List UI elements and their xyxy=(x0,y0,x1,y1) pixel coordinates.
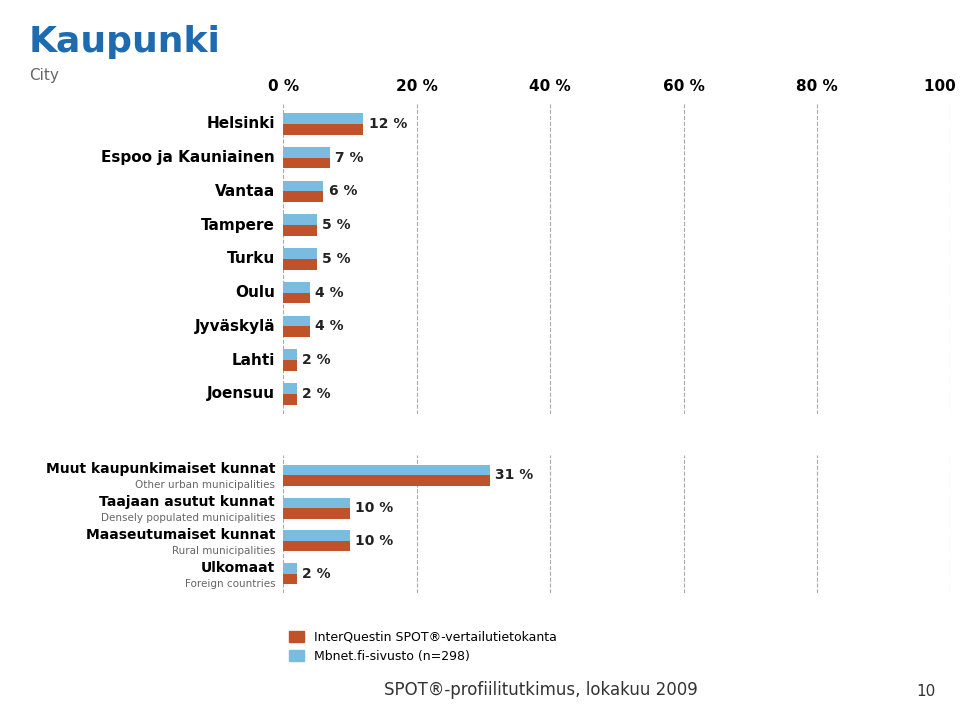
Text: Lahti: Lahti xyxy=(231,352,276,368)
Bar xyxy=(283,113,363,124)
Text: 10: 10 xyxy=(917,684,936,699)
Text: Maaseutumaiset kunnat: Maaseutumaiset kunnat xyxy=(85,528,276,542)
Text: Jyväskylä: Jyväskylä xyxy=(195,319,276,334)
Bar xyxy=(283,498,349,508)
Text: 2 %: 2 % xyxy=(301,353,330,367)
Bar xyxy=(283,181,324,192)
Text: 10 %: 10 % xyxy=(355,501,394,515)
Bar xyxy=(283,225,317,236)
Text: 2 %: 2 % xyxy=(301,567,330,581)
Bar xyxy=(283,475,490,485)
Text: Tampere: Tampere xyxy=(202,217,276,232)
Text: Other urban municipalities: Other urban municipalities xyxy=(135,480,276,490)
Text: Espoo ja Kauniainen: Espoo ja Kauniainen xyxy=(102,150,276,165)
Bar xyxy=(283,292,310,303)
Bar xyxy=(283,282,310,292)
Bar xyxy=(283,259,317,270)
Text: Taajaan asutut kunnat: Taajaan asutut kunnat xyxy=(100,495,276,509)
Bar xyxy=(283,563,297,573)
Bar xyxy=(283,326,310,337)
Bar xyxy=(283,147,330,158)
Text: 10 %: 10 % xyxy=(355,534,394,548)
Bar xyxy=(283,394,297,405)
Text: 4 %: 4 % xyxy=(315,320,344,333)
Text: 31 %: 31 % xyxy=(495,468,534,482)
Text: 4 %: 4 % xyxy=(315,285,344,300)
Text: Kaupunki: Kaupunki xyxy=(29,25,221,59)
Text: SPOT®-profiilitutkimus, lokakuu 2009: SPOT®-profiilitutkimus, lokakuu 2009 xyxy=(384,681,698,699)
Bar xyxy=(283,124,363,134)
Bar xyxy=(283,158,330,169)
Bar xyxy=(283,531,349,541)
Text: Vantaa: Vantaa xyxy=(215,184,276,199)
Text: Muut kaupunkimaiset kunnat: Muut kaupunkimaiset kunnat xyxy=(46,463,276,476)
Bar xyxy=(283,350,297,360)
Bar xyxy=(283,192,324,202)
Text: Turku: Turku xyxy=(227,252,276,267)
Text: City: City xyxy=(29,68,59,83)
Text: Foreign countries: Foreign countries xyxy=(184,578,276,588)
Text: Ulkomaat: Ulkomaat xyxy=(201,561,276,575)
Text: 6 %: 6 % xyxy=(328,184,357,198)
Text: 7 %: 7 % xyxy=(335,151,364,164)
Bar xyxy=(283,573,297,584)
Text: 5 %: 5 % xyxy=(322,218,350,232)
Bar xyxy=(283,541,349,551)
Bar xyxy=(283,508,349,518)
Legend: InterQuestin SPOT®-vertailutietokanta, Mbnet.fi-sivusto (n=298): InterQuestin SPOT®-vertailutietokanta, M… xyxy=(290,631,558,663)
Bar xyxy=(283,315,310,326)
Text: 5 %: 5 % xyxy=(322,252,350,266)
Text: Densely populated municipalities: Densely populated municipalities xyxy=(101,513,276,523)
Text: 2 %: 2 % xyxy=(301,387,330,401)
Bar xyxy=(283,214,317,225)
Text: Helsinki: Helsinki xyxy=(206,117,276,132)
Bar xyxy=(283,360,297,371)
Bar xyxy=(283,248,317,259)
Bar xyxy=(283,383,297,394)
Text: 12 %: 12 % xyxy=(369,117,407,131)
Text: Rural municipalities: Rural municipalities xyxy=(172,546,276,556)
Bar xyxy=(283,465,490,475)
Text: Oulu: Oulu xyxy=(235,285,276,300)
Text: Joensuu: Joensuu xyxy=(207,386,276,401)
